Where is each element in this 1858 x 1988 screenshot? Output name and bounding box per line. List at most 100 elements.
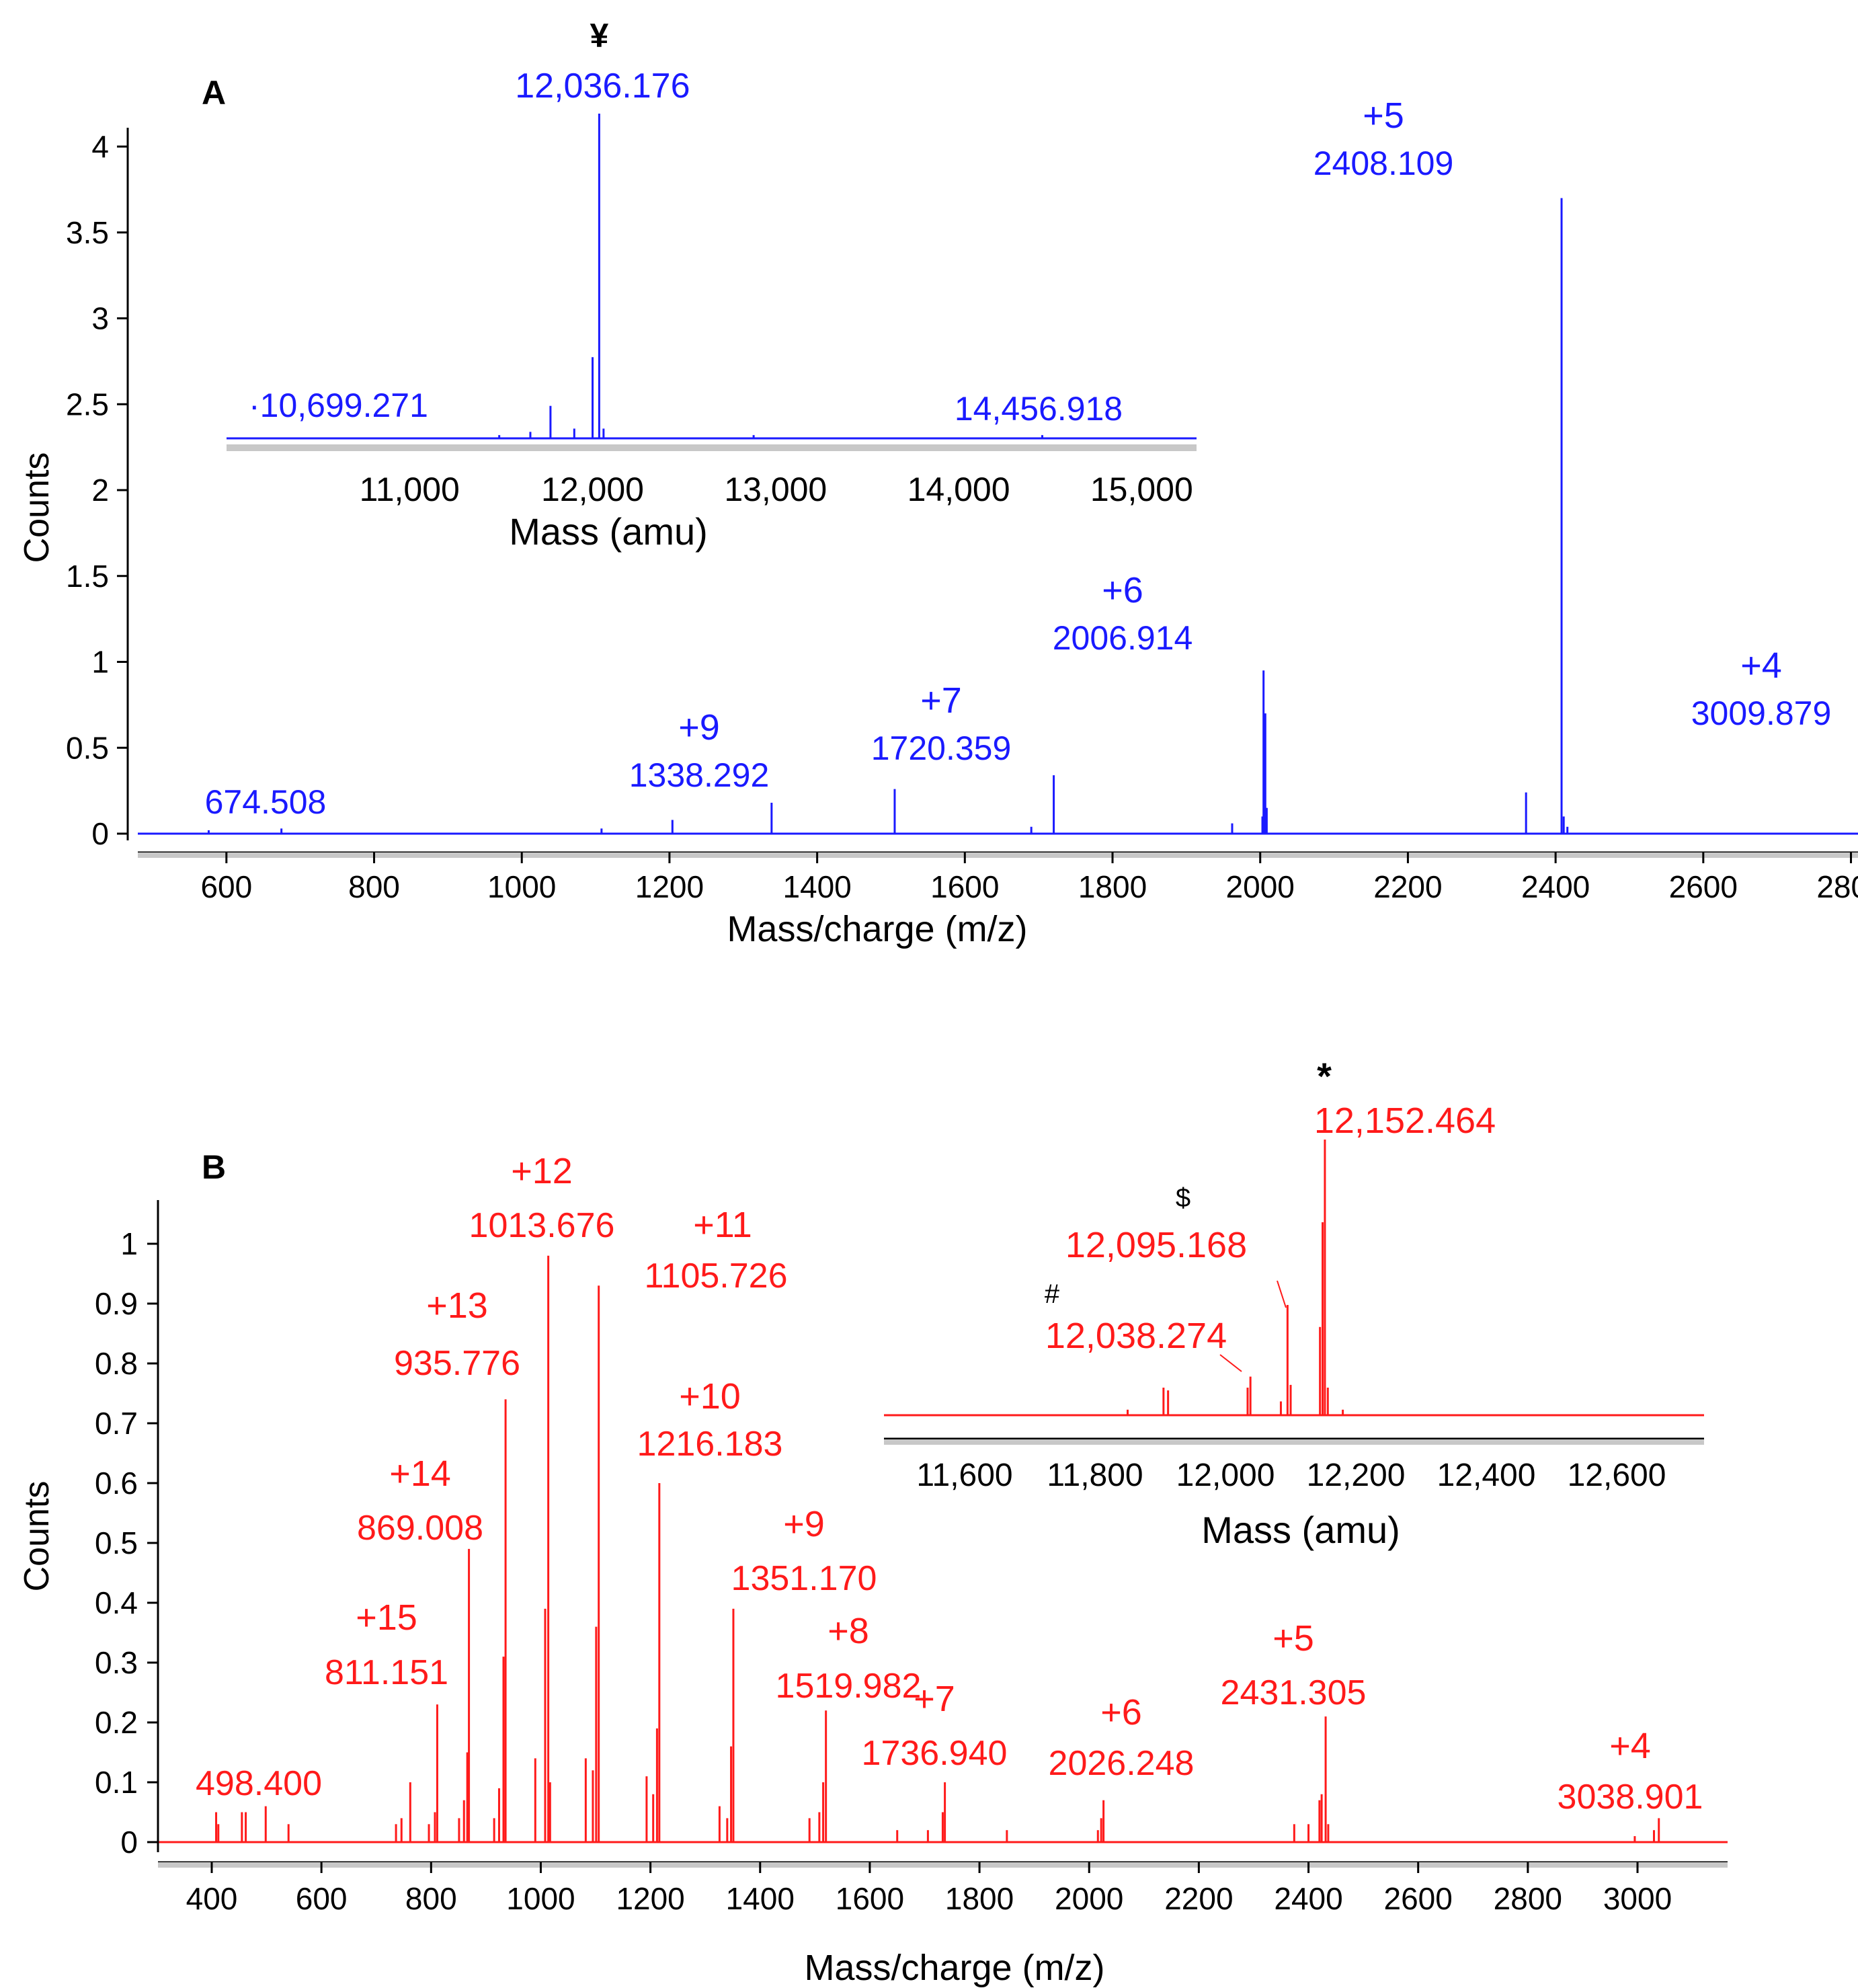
panel-b-x-tick-label: 1600: [836, 1881, 904, 1916]
panel-b-x-tick-label: 3000: [1603, 1881, 1672, 1916]
panel-b-mz-label: 1105.726: [644, 1257, 787, 1296]
panel-b-x-tick-label: 1800: [945, 1881, 1014, 1916]
panel-a-y-tick-label: 0: [91, 816, 109, 851]
panel-b-x-tick-label: 1000: [506, 1881, 575, 1916]
panel-b-inset-x-axis-label: Mass (amu): [1201, 1509, 1400, 1551]
panel-b-inset-x-tick-label: 11,600: [916, 1458, 1012, 1493]
panel-b-charge-label: +4: [1609, 1726, 1651, 1766]
panel-a-inset-x-axis-label: Mass (amu): [509, 510, 708, 553]
panel-b-x-tick-label: 400: [186, 1881, 238, 1916]
panel-b-inset-leader-line: [1277, 1280, 1287, 1308]
panel-b-charge-label: +9: [783, 1504, 825, 1544]
panel-b-x-tick-label: 600: [296, 1881, 348, 1916]
panel-b-inset-mass-label: 12,152.464: [1314, 1101, 1496, 1141]
panel-b-mz-label: 811.151: [325, 1653, 448, 1692]
panel-a-inset-right-label: 14,456.918: [955, 390, 1123, 428]
panel-a-inset-x-tick-label: 15,000: [1090, 471, 1193, 508]
panel-a-inset-top-label: 12,036.176: [515, 67, 690, 106]
panel-a-x-tick-label: 800: [348, 869, 400, 904]
panel-b: B Counts Mass/charge (m/z) Mass (amu) 40…: [17, 1055, 1728, 1988]
panel-b-mz-label: 1736.940: [862, 1734, 1008, 1773]
panel-a-x-tick-label: 1000: [487, 869, 556, 904]
panel-b-charge-label: +12: [511, 1151, 573, 1191]
panel-b-mz-label: 1013.676: [469, 1206, 615, 1245]
panel-b-charge-label: +14: [389, 1454, 451, 1494]
panel-b-charge-label: +7: [914, 1679, 955, 1719]
panel-a: A Counts Mass/charge (m/z) Mass (amu) 60…: [17, 17, 1858, 949]
panel-a-y-tick-label: 1: [91, 645, 109, 680]
panel-a-x-tick-label: 2600: [1669, 869, 1738, 904]
panel-b-x-tick-label: 2200: [1164, 1881, 1233, 1916]
panel-b-charge-label: +15: [356, 1597, 417, 1638]
panel-b-mz-label: 2431.305: [1221, 1673, 1367, 1712]
panel-b-y-axis-label: Counts: [17, 1481, 56, 1592]
panel-b-inset-x-tick-label: 12,200: [1307, 1458, 1406, 1493]
panel-b-letter: B: [202, 1148, 226, 1186]
panel-b-mz-label: 3038.901: [1558, 1778, 1703, 1817]
panel-b-mz-label: 2026.248: [1049, 1744, 1195, 1783]
panel-b-inset-leader-line: [1219, 1354, 1242, 1372]
panel-b-x-tick-label: 2800: [1494, 1881, 1562, 1916]
panel-b-inset-x-tick-label: 12,400: [1437, 1458, 1536, 1493]
panel-a-charge-label: +9: [678, 707, 720, 748]
panel-b-inset-mass-label: 12,038.274: [1045, 1316, 1227, 1356]
panel-a-y-axis-label: Counts: [17, 452, 56, 563]
panel-a-mz-label: 1720.359: [871, 729, 1012, 767]
panel-b-mz-label: 1216.183: [637, 1425, 783, 1464]
panel-a-charge-label: +4: [1740, 645, 1782, 686]
panel-b-inset-marker: #: [1045, 1279, 1060, 1309]
panel-b-inset-x-tick-label: 12,600: [1568, 1458, 1666, 1493]
panel-b-y-tick-label: 0.4: [95, 1585, 138, 1620]
panel-b-charge-label: +13: [426, 1285, 488, 1326]
panel-b-x-tick-label: 2400: [1274, 1881, 1342, 1916]
panel-b-mz-label: 1351.170: [731, 1559, 877, 1598]
panel-a-low-mz-label: 674.508: [205, 783, 327, 821]
panel-a-charge-label: +7: [920, 680, 962, 721]
panel-b-x-tick-label: 2000: [1055, 1881, 1123, 1916]
panel-a-y-tick-label: 2: [91, 473, 109, 508]
panel-b-x-tick-label: 2600: [1384, 1881, 1453, 1916]
panel-a-inset-x-tick-label: 11,000: [360, 471, 460, 508]
panel-b-low-mz-label: 498.400: [196, 1764, 322, 1803]
panel-b-x-axis-label: Mass/charge (m/z): [804, 1948, 1104, 1988]
panel-b-mz-label: 869.008: [357, 1509, 483, 1548]
panel-b-y-tick-label: 0.9: [95, 1286, 138, 1321]
panel-a-x-tick-label: 1600: [930, 869, 999, 904]
panel-a-x-tick-label: 1200: [635, 869, 704, 904]
panel-b-x-tick-label: 1200: [616, 1881, 684, 1916]
panel-b-y-tick-label: 0.1: [95, 1765, 138, 1800]
panel-b-inset-x-tick-label: 12,000: [1176, 1458, 1275, 1493]
panel-a-mz-label: 2006.914: [1053, 619, 1193, 657]
panel-a-mz-label: 1338.292: [629, 756, 770, 794]
panel-b-y-tick-label: 0.7: [95, 1406, 138, 1441]
panel-b-x-tick-label: 1400: [726, 1881, 795, 1916]
panel-a-x-tick-label: 600: [200, 869, 252, 904]
panel-b-charge-label: +5: [1273, 1618, 1314, 1659]
panel-a-x-tick-label: 2000: [1226, 869, 1295, 904]
panel-a-y-tick-label: 1.5: [66, 559, 109, 594]
panel-a-y-tick-label: 3.5: [66, 215, 109, 250]
panel-a-charge-label: +5: [1363, 95, 1404, 136]
panel-b-y-tick-label: 0: [120, 1825, 138, 1860]
panel-a-x-tick-label: 2200: [1373, 869, 1442, 904]
panel-a-x-axis-label: Mass/charge (m/z): [727, 909, 1027, 949]
panel-b-y-tick-label: 1: [120, 1226, 138, 1261]
panel-b-y-tick-label: 0.8: [95, 1346, 138, 1381]
panel-a-x-tick-label: 2800: [1816, 869, 1858, 904]
panel-a-inset-left-label: ·10,699.271: [249, 387, 428, 424]
panel-b-y-tick-label: 0.6: [95, 1466, 138, 1501]
panel-b-mz-label: 1519.982: [776, 1667, 922, 1706]
panel-b-inset-mass-label: 12,095.168: [1065, 1225, 1247, 1265]
panel-b-charge-label: +11: [693, 1205, 752, 1245]
panel-a-y-tick-label: 3: [91, 301, 109, 336]
panel-a-letter: A: [202, 74, 226, 112]
panel-a-inset-x-tick-label: 12,000: [541, 471, 644, 508]
panel-b-y-tick-label: 0.3: [95, 1645, 138, 1680]
panel-a-y-tick-label: 0.5: [66, 730, 109, 765]
panel-b-x-tick-label: 800: [405, 1881, 457, 1916]
panel-b-charge-label: +8: [827, 1611, 869, 1651]
panel-a-inset-x-tick-label: 14,000: [907, 471, 1010, 508]
panel-b-inset-marker: *: [1317, 1055, 1332, 1097]
panel-a-inset-x-tick-label: 13,000: [724, 471, 827, 508]
